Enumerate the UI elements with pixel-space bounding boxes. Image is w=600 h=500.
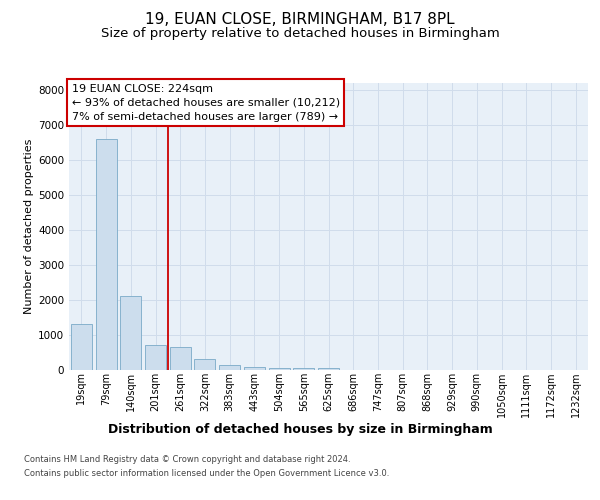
Bar	[71, 324, 92, 370]
Bar	[318, 368, 339, 370]
Text: 19, EUAN CLOSE, BIRMINGHAM, B17 8PL: 19, EUAN CLOSE, BIRMINGHAM, B17 8PL	[145, 12, 455, 28]
Y-axis label: Number of detached properties: Number of detached properties	[24, 138, 34, 314]
Text: Contains HM Land Registry data © Crown copyright and database right 2024.: Contains HM Land Registry data © Crown c…	[24, 456, 350, 464]
Text: Size of property relative to detached houses in Birmingham: Size of property relative to detached ho…	[101, 28, 499, 40]
Bar	[293, 368, 314, 370]
Bar	[269, 368, 290, 370]
Bar	[194, 360, 215, 370]
Bar	[145, 346, 166, 370]
Text: Distribution of detached houses by size in Birmingham: Distribution of detached houses by size …	[107, 422, 493, 436]
Bar	[244, 367, 265, 370]
Bar	[219, 364, 240, 370]
Bar	[120, 296, 141, 370]
Text: Contains public sector information licensed under the Open Government Licence v3: Contains public sector information licen…	[24, 469, 389, 478]
Text: 19 EUAN CLOSE: 224sqm
← 93% of detached houses are smaller (10,212)
7% of semi-d: 19 EUAN CLOSE: 224sqm ← 93% of detached …	[71, 84, 340, 122]
Bar	[170, 347, 191, 370]
Bar	[95, 138, 116, 370]
